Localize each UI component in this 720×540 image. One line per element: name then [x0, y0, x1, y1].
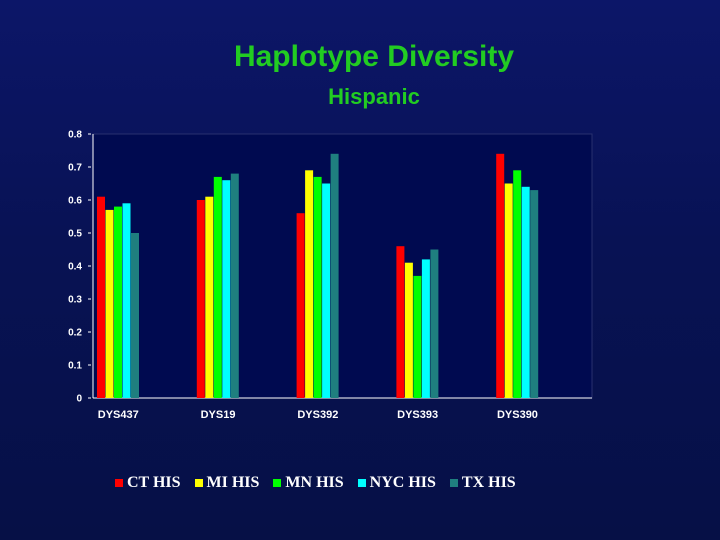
legend-label: MI HIS — [206, 474, 260, 491]
y-tick-label: 0.8 — [68, 130, 82, 141]
y-tick-label: 0.3 — [68, 295, 82, 306]
legend-swatch — [449, 479, 458, 487]
bar-tx-his-dys390 — [530, 190, 539, 398]
y-tick-label: 0.5 — [68, 229, 82, 240]
legend-item: NYC HIS — [357, 474, 436, 492]
bar-nyc-his-dys19 — [222, 180, 231, 398]
legend-item: CT HIS — [115, 474, 181, 492]
bar-ct-his-dys437 — [97, 196, 105, 398]
y-tick-label: 0 — [76, 394, 82, 405]
bar-mn-his-dys19 — [213, 176, 222, 398]
bar-mn-his-dys390 — [513, 170, 522, 398]
bar-nyc-his-dys392 — [322, 183, 331, 398]
bar-mi-his-dys437 — [105, 209, 114, 398]
chart-legend: CT HIS MI HIS MN HIS NYC HIS TX HIS — [115, 474, 516, 492]
bar-mn-his-dys393 — [413, 275, 422, 398]
x-category-label: DYS393 — [397, 409, 438, 421]
x-category-label: DYS390 — [497, 409, 538, 421]
bar-ct-his-dys392 — [296, 213, 305, 398]
bar-ct-his-dys390 — [496, 153, 505, 398]
x-category-label: DYS19 — [201, 409, 236, 421]
legend-swatch — [115, 479, 123, 487]
legend-swatch — [357, 479, 366, 487]
legend-item: TX HIS — [449, 474, 516, 492]
bar-tx-his-dys393 — [430, 249, 439, 398]
bar-nyc-his-dys390 — [521, 186, 530, 398]
y-tick-label: 0.1 — [68, 361, 82, 372]
legend-label: TX HIS — [461, 474, 516, 491]
legend-label: NYC HIS — [369, 474, 436, 491]
chart-title: Haplotype Diversity — [233, 40, 515, 73]
legend-label: MN HIS — [285, 474, 344, 491]
bar-mi-his-dys390 — [504, 183, 513, 398]
x-category-label: DYS392 — [297, 409, 338, 421]
bar-tx-his-dys19 — [230, 173, 239, 398]
legend-label: CT HIS — [127, 474, 181, 491]
y-tick-label: 0.2 — [68, 328, 82, 339]
bar-tx-his-dys392 — [330, 153, 339, 398]
y-tick-label: 0.6 — [68, 196, 82, 207]
bar-nyc-his-dys393 — [421, 259, 430, 398]
y-tick-label: 0.7 — [68, 163, 82, 174]
y-tick-label: 0.4 — [68, 262, 82, 273]
bar-mn-his-dys437 — [114, 206, 122, 398]
chart-subtitle: Hispanic — [328, 84, 420, 109]
legend-item: MI HIS — [194, 474, 260, 492]
legend-swatch — [273, 479, 282, 487]
legend-swatch — [194, 479, 203, 487]
legend-item: MN HIS — [273, 474, 344, 492]
bar-mi-his-dys19 — [205, 196, 214, 398]
bar-ct-his-dys393 — [396, 246, 405, 398]
bar-nyc-his-dys437 — [122, 203, 131, 398]
bar-mi-his-dys392 — [305, 170, 314, 398]
bar-mi-his-dys393 — [404, 262, 413, 398]
bar-ct-his-dys19 — [196, 200, 205, 398]
x-category-label: DYS437 — [98, 409, 139, 421]
bar-mn-his-dys392 — [313, 176, 322, 398]
bar-tx-his-dys437 — [131, 233, 139, 398]
